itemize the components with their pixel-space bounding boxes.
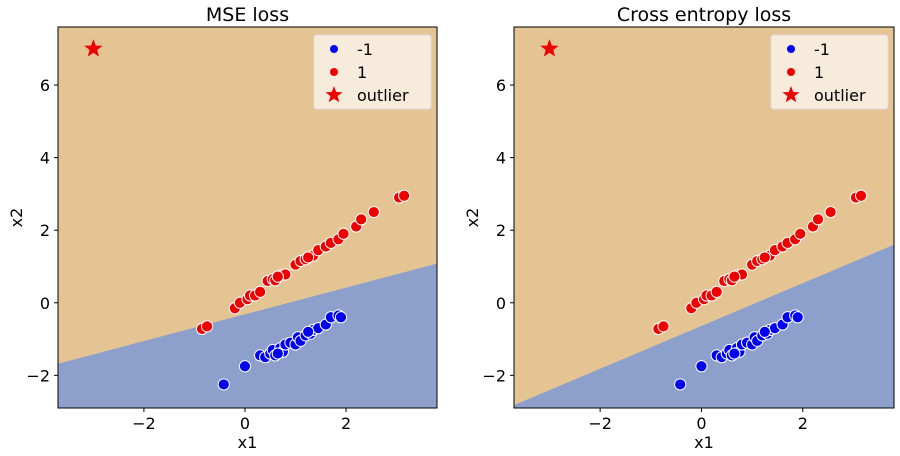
legend-marker-outlier — [782, 86, 800, 103]
x-tick-label: 0 — [696, 414, 706, 433]
data-point-pos — [367, 205, 380, 219]
data-point-neg — [271, 347, 284, 360]
data-point-pos — [398, 189, 411, 202]
legend-marker-neg — [787, 45, 795, 53]
chart-title: Cross entropy loss — [617, 4, 791, 26]
x-tick-label: −2 — [132, 414, 156, 433]
data-point-pos — [657, 320, 670, 333]
y-tick-label: 0 — [496, 294, 506, 313]
y-tick-label: −2 — [482, 366, 506, 385]
data-point-neg — [334, 311, 348, 324]
data-point-pos — [337, 227, 350, 240]
legend-marker-outlier — [325, 86, 343, 103]
legend-label: -1 — [357, 40, 373, 59]
y-tick-label: 6 — [40, 76, 50, 95]
data-point-pos — [824, 205, 837, 219]
data-point-pos — [811, 213, 825, 226]
decision-region-negative — [58, 263, 437, 408]
data-point-pos — [271, 270, 284, 283]
legend-label: -1 — [814, 40, 830, 59]
data-point-neg — [695, 360, 708, 373]
y-tick-label: 2 — [40, 221, 50, 240]
x-tick-label: 2 — [341, 414, 351, 433]
legend-label: outlier — [357, 86, 409, 105]
legend-label: 1 — [357, 63, 367, 82]
data-point-neg — [238, 360, 252, 373]
outlier-star — [540, 39, 559, 57]
data-point-neg — [302, 325, 315, 338]
plot-frame — [513, 26, 895, 409]
data-point-pos — [794, 227, 807, 240]
x-axis-label: x1 — [238, 433, 258, 452]
legend-box — [770, 34, 889, 110]
data-point-neg — [791, 311, 804, 324]
data-point-pos — [854, 189, 868, 202]
data-point-pos — [758, 251, 771, 264]
chart-title: MSE loss — [206, 4, 289, 26]
legend-marker-pos — [330, 68, 338, 76]
y-tick-label: 2 — [496, 221, 506, 240]
data-point-neg — [758, 325, 771, 338]
plot-frame — [57, 26, 438, 409]
y-tick-label: 4 — [40, 149, 50, 168]
y-tick-label: 0 — [40, 294, 50, 313]
legend-label: 1 — [814, 63, 824, 82]
data-point-pos — [710, 285, 723, 298]
data-point-neg — [728, 347, 741, 360]
decision-region-negative — [514, 244, 894, 408]
data-point-neg — [674, 378, 687, 391]
legend-label: outlier — [814, 86, 866, 105]
y-axis-label: x2 — [7, 208, 26, 228]
y-tick-label: 6 — [496, 76, 506, 95]
data-point-neg — [217, 378, 230, 391]
data-point-pos — [302, 251, 315, 264]
legend: -1 1 outlier — [313, 34, 432, 110]
data-point-pos — [254, 285, 267, 298]
x-axis-label: x1 — [694, 433, 714, 452]
x-tick-label: 0 — [240, 414, 250, 433]
legend: -1 1 outlier — [770, 34, 889, 110]
data-point-pos — [200, 320, 214, 333]
x-tick-label: 2 — [798, 414, 808, 433]
legend-marker-neg — [330, 45, 338, 53]
x-tick-label: −2 — [588, 414, 612, 433]
outlier-star — [84, 39, 103, 57]
y-tick-label: 4 — [496, 149, 506, 168]
legend-marker-pos — [787, 68, 795, 76]
chart-panel-2: −2 0 2 −2 0 2 4 6 Cross entropy loss x1 x2 -1 1 outli… — [463, 4, 895, 452]
data-point-pos — [728, 270, 741, 283]
chart-panel-1: −2 0 2 −2 0 2 4 6 MSE loss x1 x2 -1 1 outlier — [7, 4, 438, 452]
y-tick-label: −2 — [26, 366, 50, 385]
legend-box — [313, 34, 432, 110]
y-axis-label: x2 — [463, 208, 482, 228]
data-point-pos — [355, 213, 368, 226]
